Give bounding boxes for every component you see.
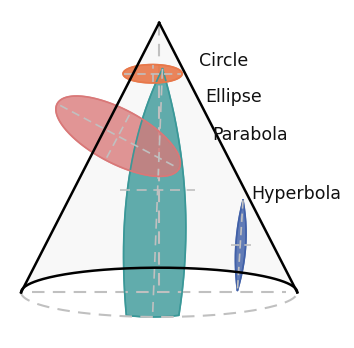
Text: Circle: Circle: [199, 52, 248, 70]
Polygon shape: [123, 64, 182, 83]
Text: Parabola: Parabola: [212, 126, 287, 144]
Polygon shape: [56, 96, 180, 176]
Polygon shape: [124, 69, 186, 317]
Polygon shape: [21, 23, 297, 292]
Text: Ellipse: Ellipse: [205, 88, 262, 106]
Polygon shape: [235, 200, 246, 291]
Text: Hyperbola: Hyperbola: [251, 185, 341, 203]
